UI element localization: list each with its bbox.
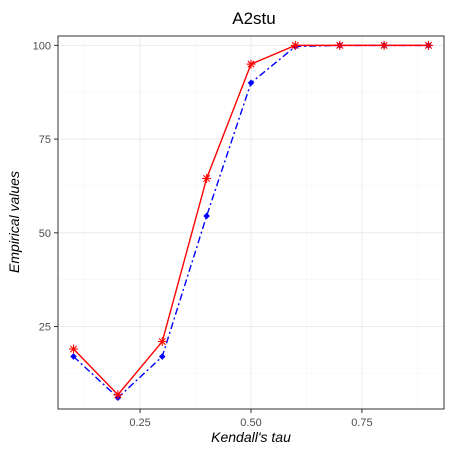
data-point [158, 353, 166, 360]
x-tick-label: 0.50 [240, 417, 261, 429]
axis-ticks: 0.25 0.50 0.75 25 50 75 100 [33, 40, 373, 429]
chart-title: A2stu [232, 9, 275, 28]
data-point [70, 353, 77, 360]
x-tick-label: 0.25 [129, 417, 150, 429]
y-tick-label: 50 [39, 228, 51, 240]
data-point [69, 344, 79, 354]
data-point [290, 40, 300, 50]
data-point [335, 40, 345, 50]
y-tick-label: 25 [39, 322, 51, 334]
data-point [113, 390, 123, 400]
data-point [157, 337, 167, 347]
x-axis-title: Kendall's tau [211, 429, 291, 445]
x-tick-label: 0.75 [351, 417, 372, 429]
data-point [246, 59, 256, 69]
y-tick-label: 75 [39, 134, 51, 146]
y-tick-label: 100 [33, 40, 51, 52]
data-point [247, 79, 255, 87]
data-point [202, 173, 212, 183]
series-layer [69, 40, 433, 402]
data-point [203, 212, 210, 220]
data-point [379, 40, 389, 50]
grid [58, 36, 444, 409]
y-axis-title: Empirical values [6, 171, 22, 273]
data-point [423, 40, 433, 50]
